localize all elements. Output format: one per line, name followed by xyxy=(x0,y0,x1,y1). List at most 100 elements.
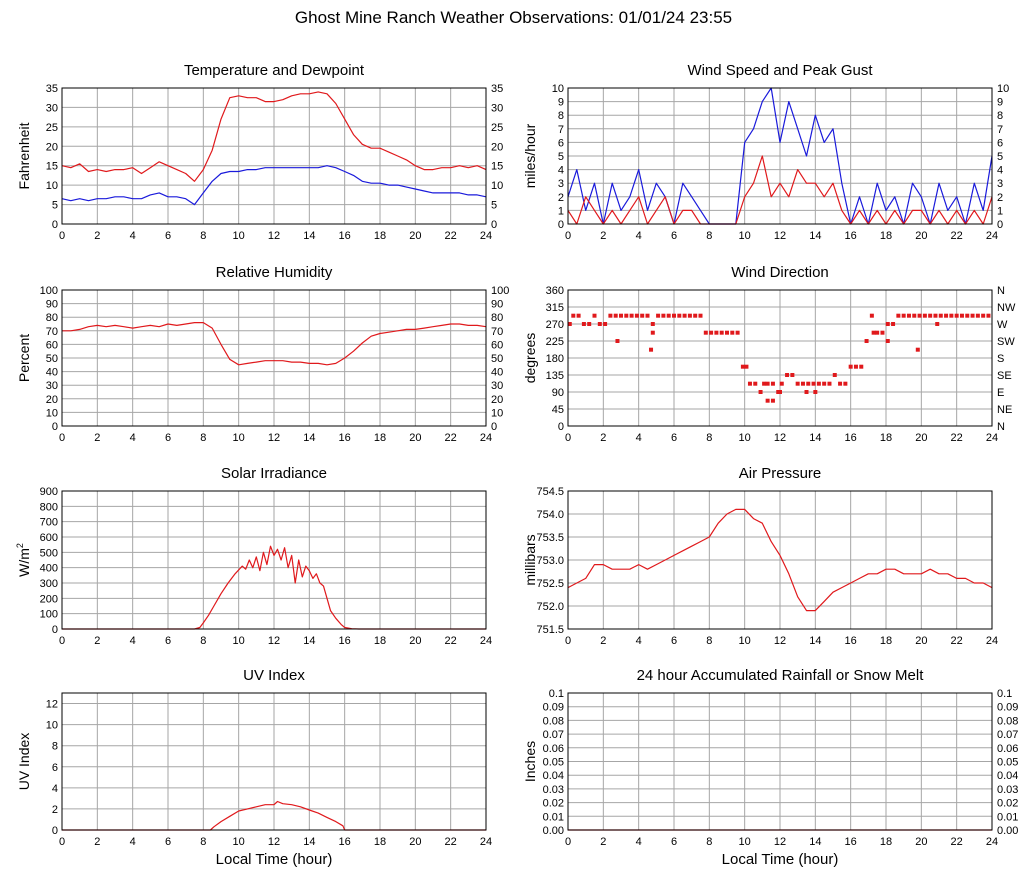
right-tick-label: 40 xyxy=(491,367,503,379)
y-tick-label: 10 xyxy=(46,180,58,192)
x-tick-label: 4 xyxy=(130,635,136,647)
x-tick-label: 20 xyxy=(409,635,421,647)
y-tick-label: 754.5 xyxy=(536,486,564,498)
x-tick-label: 18 xyxy=(374,836,386,848)
data-point xyxy=(915,347,920,352)
y-tick-label: 80 xyxy=(46,312,58,324)
y-tick-label: 900 xyxy=(40,486,58,498)
data-point xyxy=(619,313,623,318)
x-tick-label: 16 xyxy=(845,836,857,848)
x-tick-label: 12 xyxy=(268,635,280,647)
y-tick-label: 70 xyxy=(46,326,58,338)
right-tick-label: 9 xyxy=(997,97,1003,109)
x-tick-label: 6 xyxy=(165,635,171,647)
data-point xyxy=(922,313,927,318)
x-tick-label: 24 xyxy=(480,836,492,848)
right-tick-label: NW xyxy=(997,302,1016,314)
y-tick-label: 0 xyxy=(558,421,564,433)
x-tick-label: 14 xyxy=(303,635,315,647)
data-point xyxy=(944,313,949,318)
data-point xyxy=(725,330,729,335)
x-tick-label: 14 xyxy=(809,836,821,848)
x-tick-label: 22 xyxy=(445,836,457,848)
data-point xyxy=(744,364,749,369)
x-tick-label: 4 xyxy=(636,432,642,444)
y-tick-label: 500 xyxy=(40,547,58,559)
x-tick-label: 16 xyxy=(845,230,857,242)
x-tick-label: 6 xyxy=(165,836,171,848)
x-tick-label: 14 xyxy=(303,230,315,242)
y-tick-label: 100 xyxy=(40,285,58,297)
y-axis-label-text: UV Index xyxy=(16,733,32,791)
data-point xyxy=(869,313,874,318)
right-tick-label: 10 xyxy=(491,407,503,419)
y-tick-label: 0.01 xyxy=(543,811,564,823)
x-tick-label: 18 xyxy=(374,432,386,444)
right-tick-label: 0 xyxy=(491,421,497,433)
x-tick-label: 2 xyxy=(600,836,606,848)
y-tick-label: 15 xyxy=(46,161,58,173)
x-tick-label: 16 xyxy=(845,635,857,647)
x-tick-label: 18 xyxy=(374,230,386,242)
y-tick-label: 0.06 xyxy=(543,743,564,755)
data-point xyxy=(843,381,848,386)
x-tick-label: 12 xyxy=(774,635,786,647)
data-point xyxy=(871,330,876,335)
chart-title: UV Index xyxy=(243,667,305,684)
chart-temp: 0 2 4 6 8 10 12 14 16 18 20 22 240510152025303505101… xyxy=(16,62,503,242)
right-tick-label: 0.03 xyxy=(997,784,1018,796)
right-tick-label: 0.06 xyxy=(997,743,1018,755)
data-point xyxy=(592,313,597,318)
right-tick-label: 20 xyxy=(491,141,503,153)
right-tick-label: 2 xyxy=(997,192,1003,204)
x-tick-label: 4 xyxy=(636,635,642,647)
right-tick-label: 0.01 xyxy=(997,811,1018,823)
x-tick-label: 10 xyxy=(233,230,245,242)
y-tick-label: 600 xyxy=(40,532,58,544)
x-tick-label: 24 xyxy=(986,230,998,242)
data-point xyxy=(640,313,645,318)
x-tick-label: 2 xyxy=(600,432,606,444)
x-tick-label: 4 xyxy=(130,230,136,242)
data-point xyxy=(645,313,650,318)
data-point xyxy=(597,322,602,326)
data-point xyxy=(938,313,943,318)
y-tick-label: 700 xyxy=(40,517,58,529)
x-tick-label: 0 xyxy=(565,230,571,242)
x-tick-label: 16 xyxy=(339,432,351,444)
right-tick-label: 30 xyxy=(491,380,503,392)
data-point xyxy=(698,313,703,318)
data-point xyxy=(747,381,752,386)
x-tick-label: 10 xyxy=(233,836,245,848)
y-tick-label: 753.5 xyxy=(536,532,564,544)
chart-rh: 0 2 4 6 8 10 12 14 16 18 20 22 240102030405060708090… xyxy=(16,264,509,444)
y-axis-label: miles/hour xyxy=(522,123,538,188)
data-point xyxy=(740,364,745,369)
plot-frame xyxy=(567,289,993,427)
y-tick-label: 100 xyxy=(40,609,58,621)
chart-pressure: 0 2 4 6 8 10 12 14 16 18 20 22 24751.5752.0752.5753.… xyxy=(522,465,998,647)
x-tick-label: 14 xyxy=(809,432,821,444)
chart-title: Wind Direction xyxy=(731,264,829,281)
y-tick-label: 0.09 xyxy=(543,702,564,714)
x-tick-label: 20 xyxy=(915,836,927,848)
x-tick-label: 12 xyxy=(774,432,786,444)
data-point xyxy=(975,313,980,318)
y-tick-label: 40 xyxy=(46,367,58,379)
data-point xyxy=(677,313,682,318)
x-tick-label: 24 xyxy=(986,432,998,444)
x-tick-label: 0 xyxy=(59,230,65,242)
right-tick-label: 5 xyxy=(491,200,497,212)
data-point xyxy=(795,381,800,386)
x-tick-label: 14 xyxy=(303,836,315,848)
x-tick-label: 10 xyxy=(739,635,751,647)
y-tick-label: 754.0 xyxy=(536,509,564,521)
right-tick-label: 35 xyxy=(491,83,503,95)
right-tick-label: 0 xyxy=(491,219,497,231)
series-line-red xyxy=(567,508,993,612)
chart-wdir: 0 2 4 6 8 10 12 14 16 18 20 22 240459013518022527031… xyxy=(522,264,1016,444)
data-point xyxy=(912,313,917,318)
y-tick-label: 0.03 xyxy=(543,784,564,796)
y-axis-label: Percent xyxy=(16,334,32,382)
y-tick-label: 10 xyxy=(46,720,58,732)
